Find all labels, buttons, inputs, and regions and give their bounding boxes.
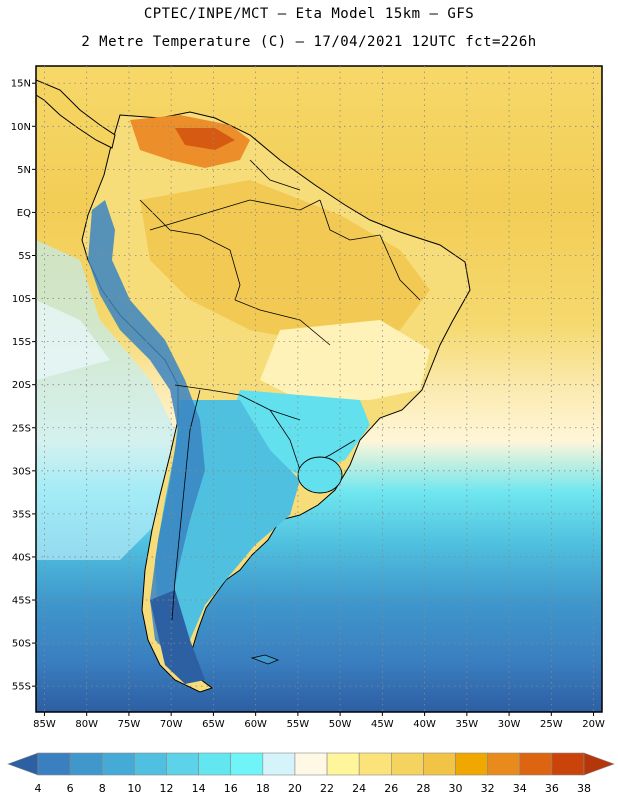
colorbar-left-arrow — [7, 752, 39, 776]
colorbar-swatch — [262, 752, 296, 776]
colorbar-label: 10 — [127, 782, 141, 795]
lat-tick-label: 15S — [12, 337, 31, 348]
hottest-region — [175, 128, 235, 150]
colorbar-swatch — [455, 752, 488, 776]
graticule — [36, 66, 602, 712]
lat-tick-label: 25S — [12, 423, 31, 434]
colorbar-swatch — [134, 752, 167, 776]
colorbar-label: 32 — [481, 782, 495, 795]
lon-tick-label: 35W — [456, 719, 479, 730]
colorbar-swatch — [166, 752, 199, 776]
map-frame — [35, 65, 603, 713]
colorbar-swatch — [423, 752, 456, 776]
lat-tick-label: 40S — [12, 552, 31, 563]
colorbar-label: 16 — [224, 782, 238, 795]
colorbar-label: 6 — [67, 782, 74, 795]
colorbar-label: 36 — [545, 782, 559, 795]
lat-tick-label: 35S — [12, 509, 31, 520]
colorbar-swatch — [198, 752, 232, 776]
colorbar-label: 14 — [192, 782, 206, 795]
colorbar-swatch — [551, 752, 585, 776]
lat-tick-label: EQ — [17, 208, 31, 219]
colorbar-label: 8 — [99, 782, 106, 795]
central-brazil-region — [260, 320, 430, 400]
lon-tick-label: 80W — [75, 719, 98, 730]
map-field — [36, 66, 602, 712]
lon-tick-label: 40W — [413, 719, 436, 730]
latitude-axis: 15N 10N 5N EQ 5S 10S 15S 20S 25S 30S 35S 40S 45S 50S 5… — [11, 79, 36, 693]
colorbar-label: 28 — [416, 782, 430, 795]
colorbar-label: 22 — [320, 782, 334, 795]
colorbar-swatch — [37, 752, 71, 776]
falkland-islands — [250, 654, 280, 665]
colorbar-label: 26 — [384, 782, 398, 795]
temperature-colorbar: 4 6 8 10 12 14 16 18 20 22 24 26 28 30 32 34 36 38 — [7, 752, 615, 795]
lat-tick-label: 5N — [17, 165, 31, 176]
lon-tick-label: 25W — [540, 719, 563, 730]
colorbar-swatch — [326, 752, 360, 776]
colorbar-label: 18 — [256, 782, 270, 795]
colorbar-swatch — [519, 752, 553, 776]
lat-tick-label: 50S — [12, 639, 31, 650]
central-america-landmass — [36, 79, 116, 149]
country-borders — [139, 159, 421, 621]
lat-tick-label: 55S — [12, 682, 31, 693]
lat-tick-label: 45S — [12, 596, 31, 607]
colorbar-label: 24 — [352, 782, 366, 795]
longitude-axis: 85W 80W 75W 70W 65W 60W 55W 50W 45W 40W 35W 30W 25W 2… — [33, 712, 605, 730]
colorbar-right-arrow — [583, 752, 615, 776]
lon-tick-label: 65W — [202, 719, 225, 730]
colorbar-swatch — [230, 752, 264, 776]
lon-tick-label: 75W — [118, 719, 141, 730]
colorbar-swatch — [101, 752, 135, 776]
map-title-line1: CPTEC/INPE/MCT – Eta Model 15km – GFS — [143, 6, 475, 22]
colorbar-label: 38 — [577, 782, 591, 795]
colorbar-swatch — [69, 752, 103, 776]
lat-tick-label: 15N — [11, 79, 31, 90]
lat-tick-label: 10S — [12, 294, 31, 305]
lon-tick-label: 55W — [287, 719, 310, 730]
pacific-pale-area — [36, 300, 110, 380]
lon-tick-label: 70W — [160, 719, 183, 730]
uruguay-region — [297, 456, 343, 494]
lat-tick-label: 20S — [12, 380, 31, 391]
lon-tick-label: 50W — [329, 719, 352, 730]
patagonia-cold-region — [150, 590, 205, 684]
map-title-line2: 2 Metre Temperature (C) – 17/04/2021 12U… — [81, 34, 537, 50]
lat-tick-label: 5S — [18, 251, 31, 262]
colorbar-label: 12 — [159, 782, 173, 795]
colorbar-swatch — [487, 752, 521, 776]
lon-tick-label: 60W — [244, 719, 267, 730]
amazon-warm-region — [140, 180, 430, 345]
colorbar-label: 4 — [35, 782, 42, 795]
colorbar-label: 20 — [288, 782, 302, 795]
lon-tick-label: 20W — [582, 719, 605, 730]
andes-cold-strip — [88, 200, 205, 650]
lon-tick-label: 30W — [498, 719, 521, 730]
lat-tick-label: 30S — [12, 466, 31, 477]
colorbar-swatch — [358, 752, 392, 776]
colorbar-label: 30 — [449, 782, 463, 795]
lon-tick-label: 45W — [371, 719, 394, 730]
lon-tick-label: 85W — [33, 719, 56, 730]
colorbar-swatch — [390, 752, 424, 776]
colorbar-label: 34 — [513, 782, 527, 795]
colorbar-swatch — [294, 752, 328, 776]
lat-tick-label: 10N — [11, 122, 31, 133]
